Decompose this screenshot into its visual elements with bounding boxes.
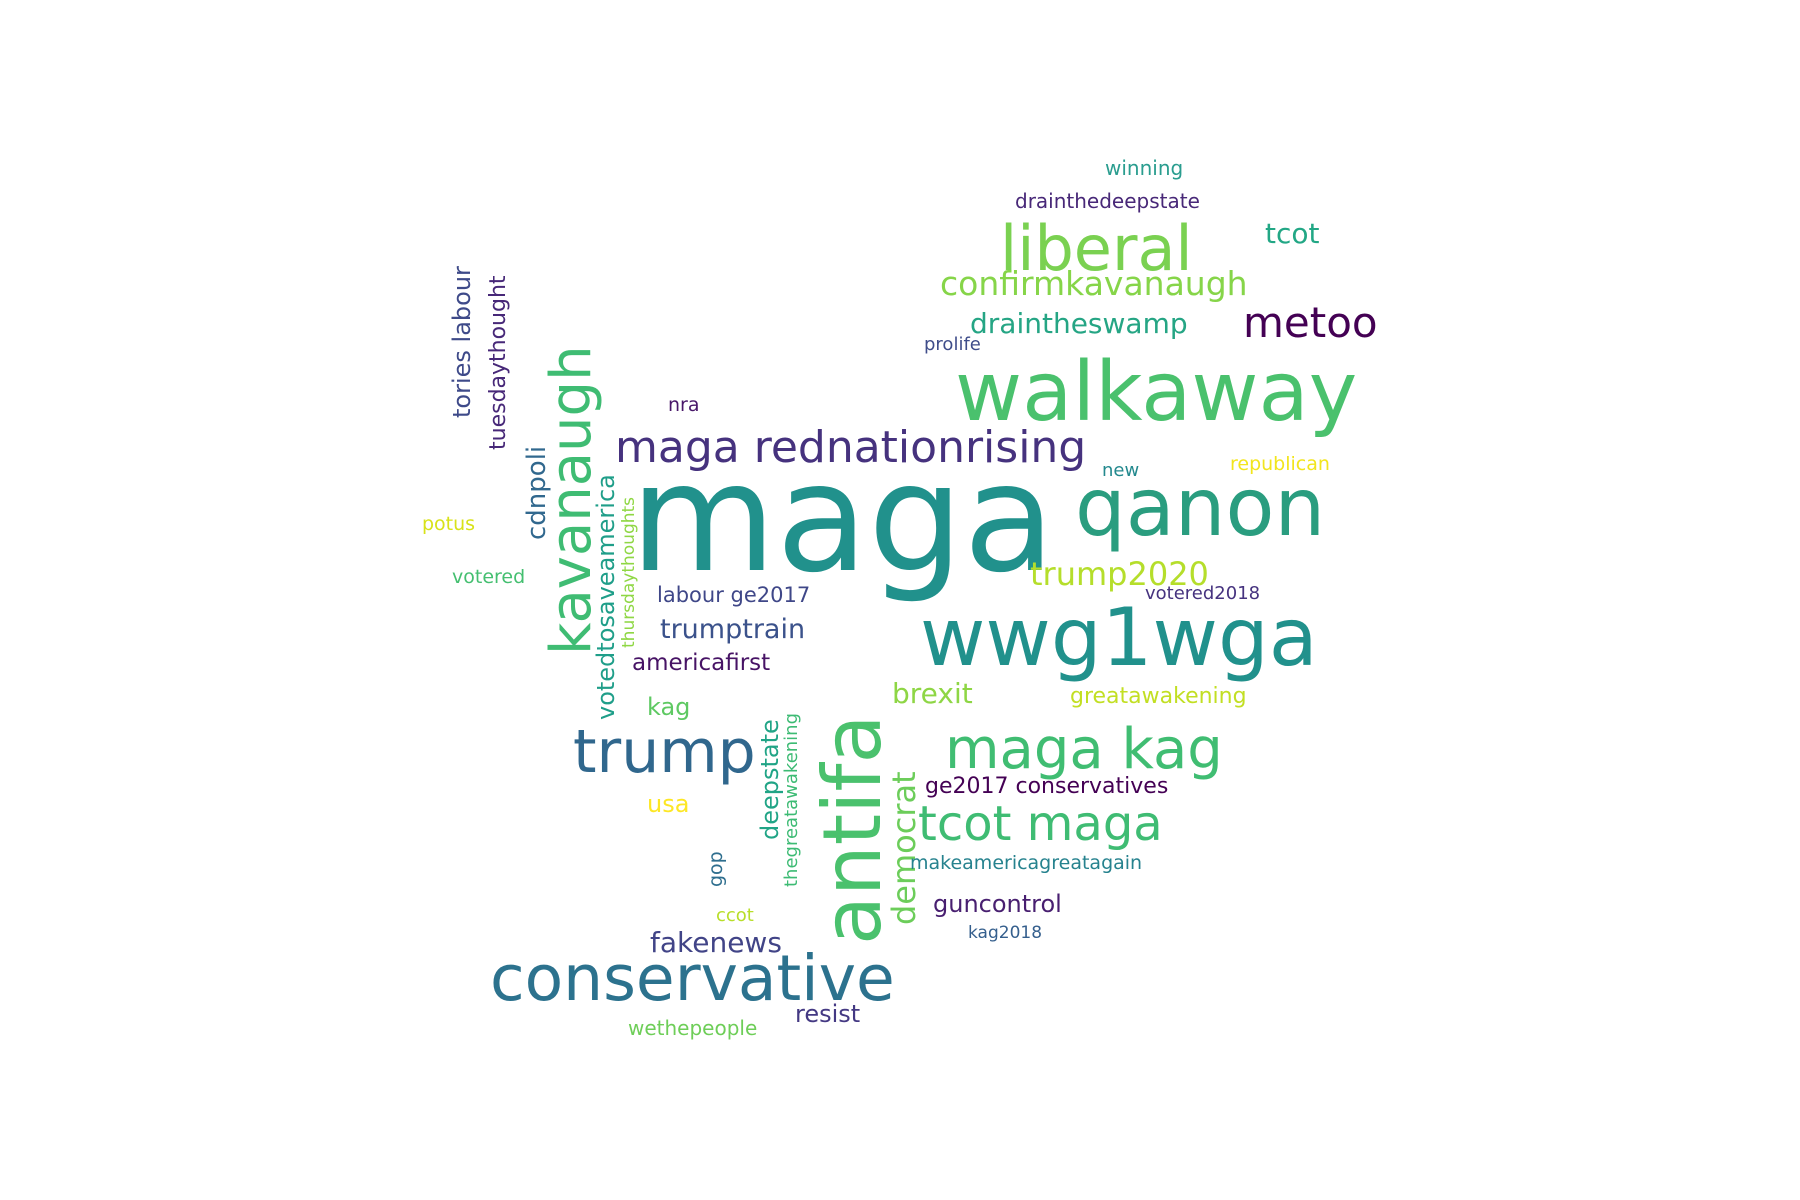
word-resist: resist	[795, 1000, 860, 1028]
word-brexit: brexit	[892, 677, 973, 710]
word-wethepeople: wethepeople	[628, 1016, 757, 1040]
word-tories-labour: tories labour	[448, 266, 476, 418]
word-votered2018: votered2018	[1145, 583, 1260, 604]
word-maga: maga	[630, 432, 1055, 606]
word-ccot: ccot	[716, 905, 754, 926]
word-tuesdaythought: tuesdaythought	[486, 275, 511, 450]
word-kag2018: kag2018	[968, 923, 1042, 943]
word-tcot-maga: tcot maga	[918, 796, 1163, 852]
word-new: new	[1102, 460, 1139, 481]
word-prolife: prolife	[924, 334, 981, 355]
word-makeamericagreatagain: makeamericagreatagain	[910, 852, 1142, 874]
word-votedtosaveamerica: votedtosaveamerica	[592, 474, 620, 720]
word-trump: trump	[573, 717, 756, 787]
word-maga-rednationrising: maga rednationrising	[615, 422, 1086, 473]
word-votered: votered	[452, 566, 525, 588]
word-draintheswamp: draintheswamp	[970, 307, 1188, 340]
word-walkaway: walkaway	[955, 345, 1357, 440]
word-maga-kag: maga kag	[945, 717, 1223, 782]
word-trump2020: trump2020	[1030, 555, 1209, 593]
word-confirmkavanaugh: confirmkavanaugh	[940, 264, 1248, 303]
word-thursdaythoughts: thursdaythoughts	[619, 497, 639, 648]
word-gop: gop	[705, 851, 727, 887]
word-drainthedeepstate: drainthedeepstate	[1015, 189, 1200, 213]
word-greatawakening: greatawakening	[1070, 684, 1247, 709]
word-usa: usa	[647, 790, 689, 818]
word-thegreatawakening: thegreatawakening	[781, 713, 802, 887]
word-kavanaugh: kavanaugh	[539, 345, 604, 655]
word-qanon: qanon	[1075, 461, 1325, 554]
word-potus: potus	[422, 513, 475, 535]
word-conservative: conservative	[490, 942, 895, 1015]
word-tcot: tcot	[1265, 217, 1320, 250]
word-ge2017-conservatives: ge2017 conservatives	[925, 774, 1168, 799]
word-antifa: antifa	[806, 714, 899, 945]
word-liberal: liberal	[1000, 212, 1193, 285]
word-guncontrol: guncontrol	[933, 890, 1062, 918]
word-winning: winning	[1105, 156, 1183, 180]
word-wwg1wga: wwg1wga	[920, 591, 1318, 684]
word-trumptrain: trumptrain	[660, 614, 805, 645]
word-democrat: democrat	[885, 771, 923, 925]
word-cdnpoli: cdnpoli	[522, 446, 552, 540]
word-metoo: metoo	[1243, 298, 1378, 347]
word-americafirst: americafirst	[632, 650, 770, 676]
word-republican: republican	[1230, 453, 1330, 475]
word-deepstate: deepstate	[756, 719, 784, 840]
word-fakenews: fakenews	[650, 926, 782, 959]
word-labour-ge2017: labour ge2017	[657, 583, 810, 607]
word-kag: kag	[647, 693, 690, 721]
word-nra: nra	[668, 394, 700, 416]
